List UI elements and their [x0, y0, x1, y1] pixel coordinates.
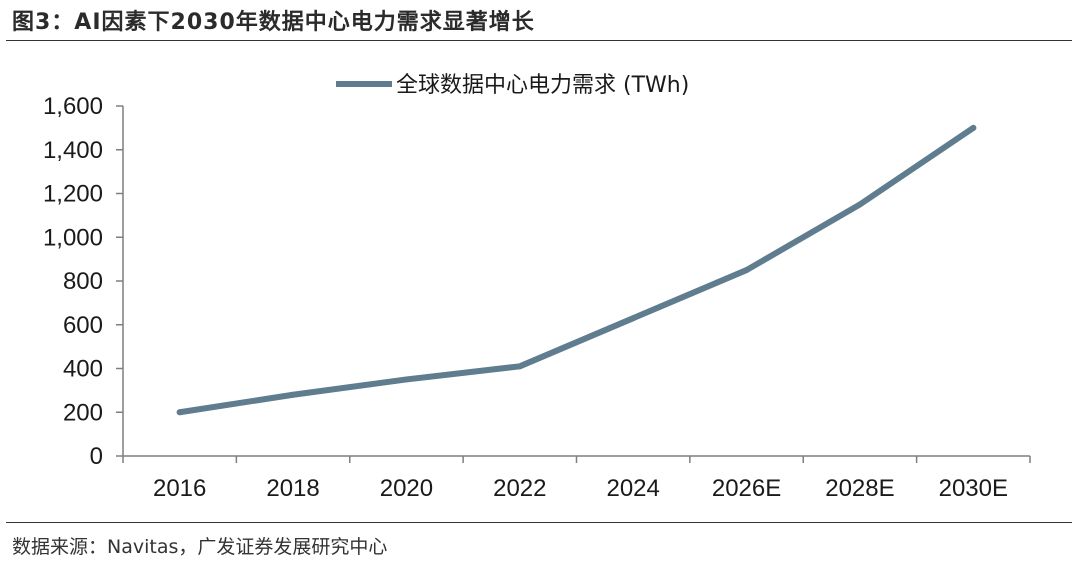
y-tick-label: 1,200: [43, 181, 103, 208]
y-tick-label: 800: [63, 268, 103, 295]
x-tick-label: 2026E: [712, 475, 781, 502]
x-tick-label: 2022: [493, 475, 546, 502]
data-point: [290, 391, 297, 398]
y-tick-label: 1,400: [43, 137, 103, 164]
series-line: [176, 124, 977, 416]
legend-label: 全球数据中心电力需求 (TWh): [396, 73, 689, 98]
y-tick-label: 1,600: [43, 93, 103, 120]
x-tick-label: 2020: [380, 475, 433, 502]
title-divider: [6, 40, 1072, 41]
x-axis-ticks: 2016 2018 2020 2022 2024 2026E 2028E 2030E: [122, 456, 1031, 502]
data-point: [516, 363, 523, 370]
source-divider: [6, 522, 1072, 523]
y-tick-label: 0: [90, 443, 103, 470]
y-tick-label: 600: [63, 312, 103, 339]
figure-title: 图3：AI因素下2030年数据中心电力需求显著增长: [12, 10, 535, 35]
data-point: [856, 201, 863, 208]
chart-axes: [122, 106, 1030, 457]
data-point: [403, 376, 410, 383]
data-point: [176, 409, 183, 416]
y-tick-label: 200: [63, 399, 103, 426]
x-tick-label: 2028E: [825, 475, 894, 502]
y-tick-label: 400: [63, 356, 103, 383]
chart-series: [176, 124, 977, 416]
y-axis-ticks: 0 200 400 600 800 1,000 1,200 1,400 1,600: [43, 93, 123, 470]
data-point: [970, 124, 977, 131]
data-point: [630, 315, 637, 322]
data-point: [743, 267, 750, 274]
x-tick-label: 2030E: [939, 475, 1008, 502]
source-note: 数据来源：Navitas，广发证券发展研究中心: [12, 536, 388, 558]
x-tick-label: 2024: [606, 475, 659, 502]
x-tick-label: 2016: [153, 475, 206, 502]
chart-legend: 全球数据中心电力需求 (TWh): [336, 73, 689, 98]
x-tick-label: 2018: [266, 475, 319, 502]
y-tick-label: 1,000: [43, 224, 103, 251]
